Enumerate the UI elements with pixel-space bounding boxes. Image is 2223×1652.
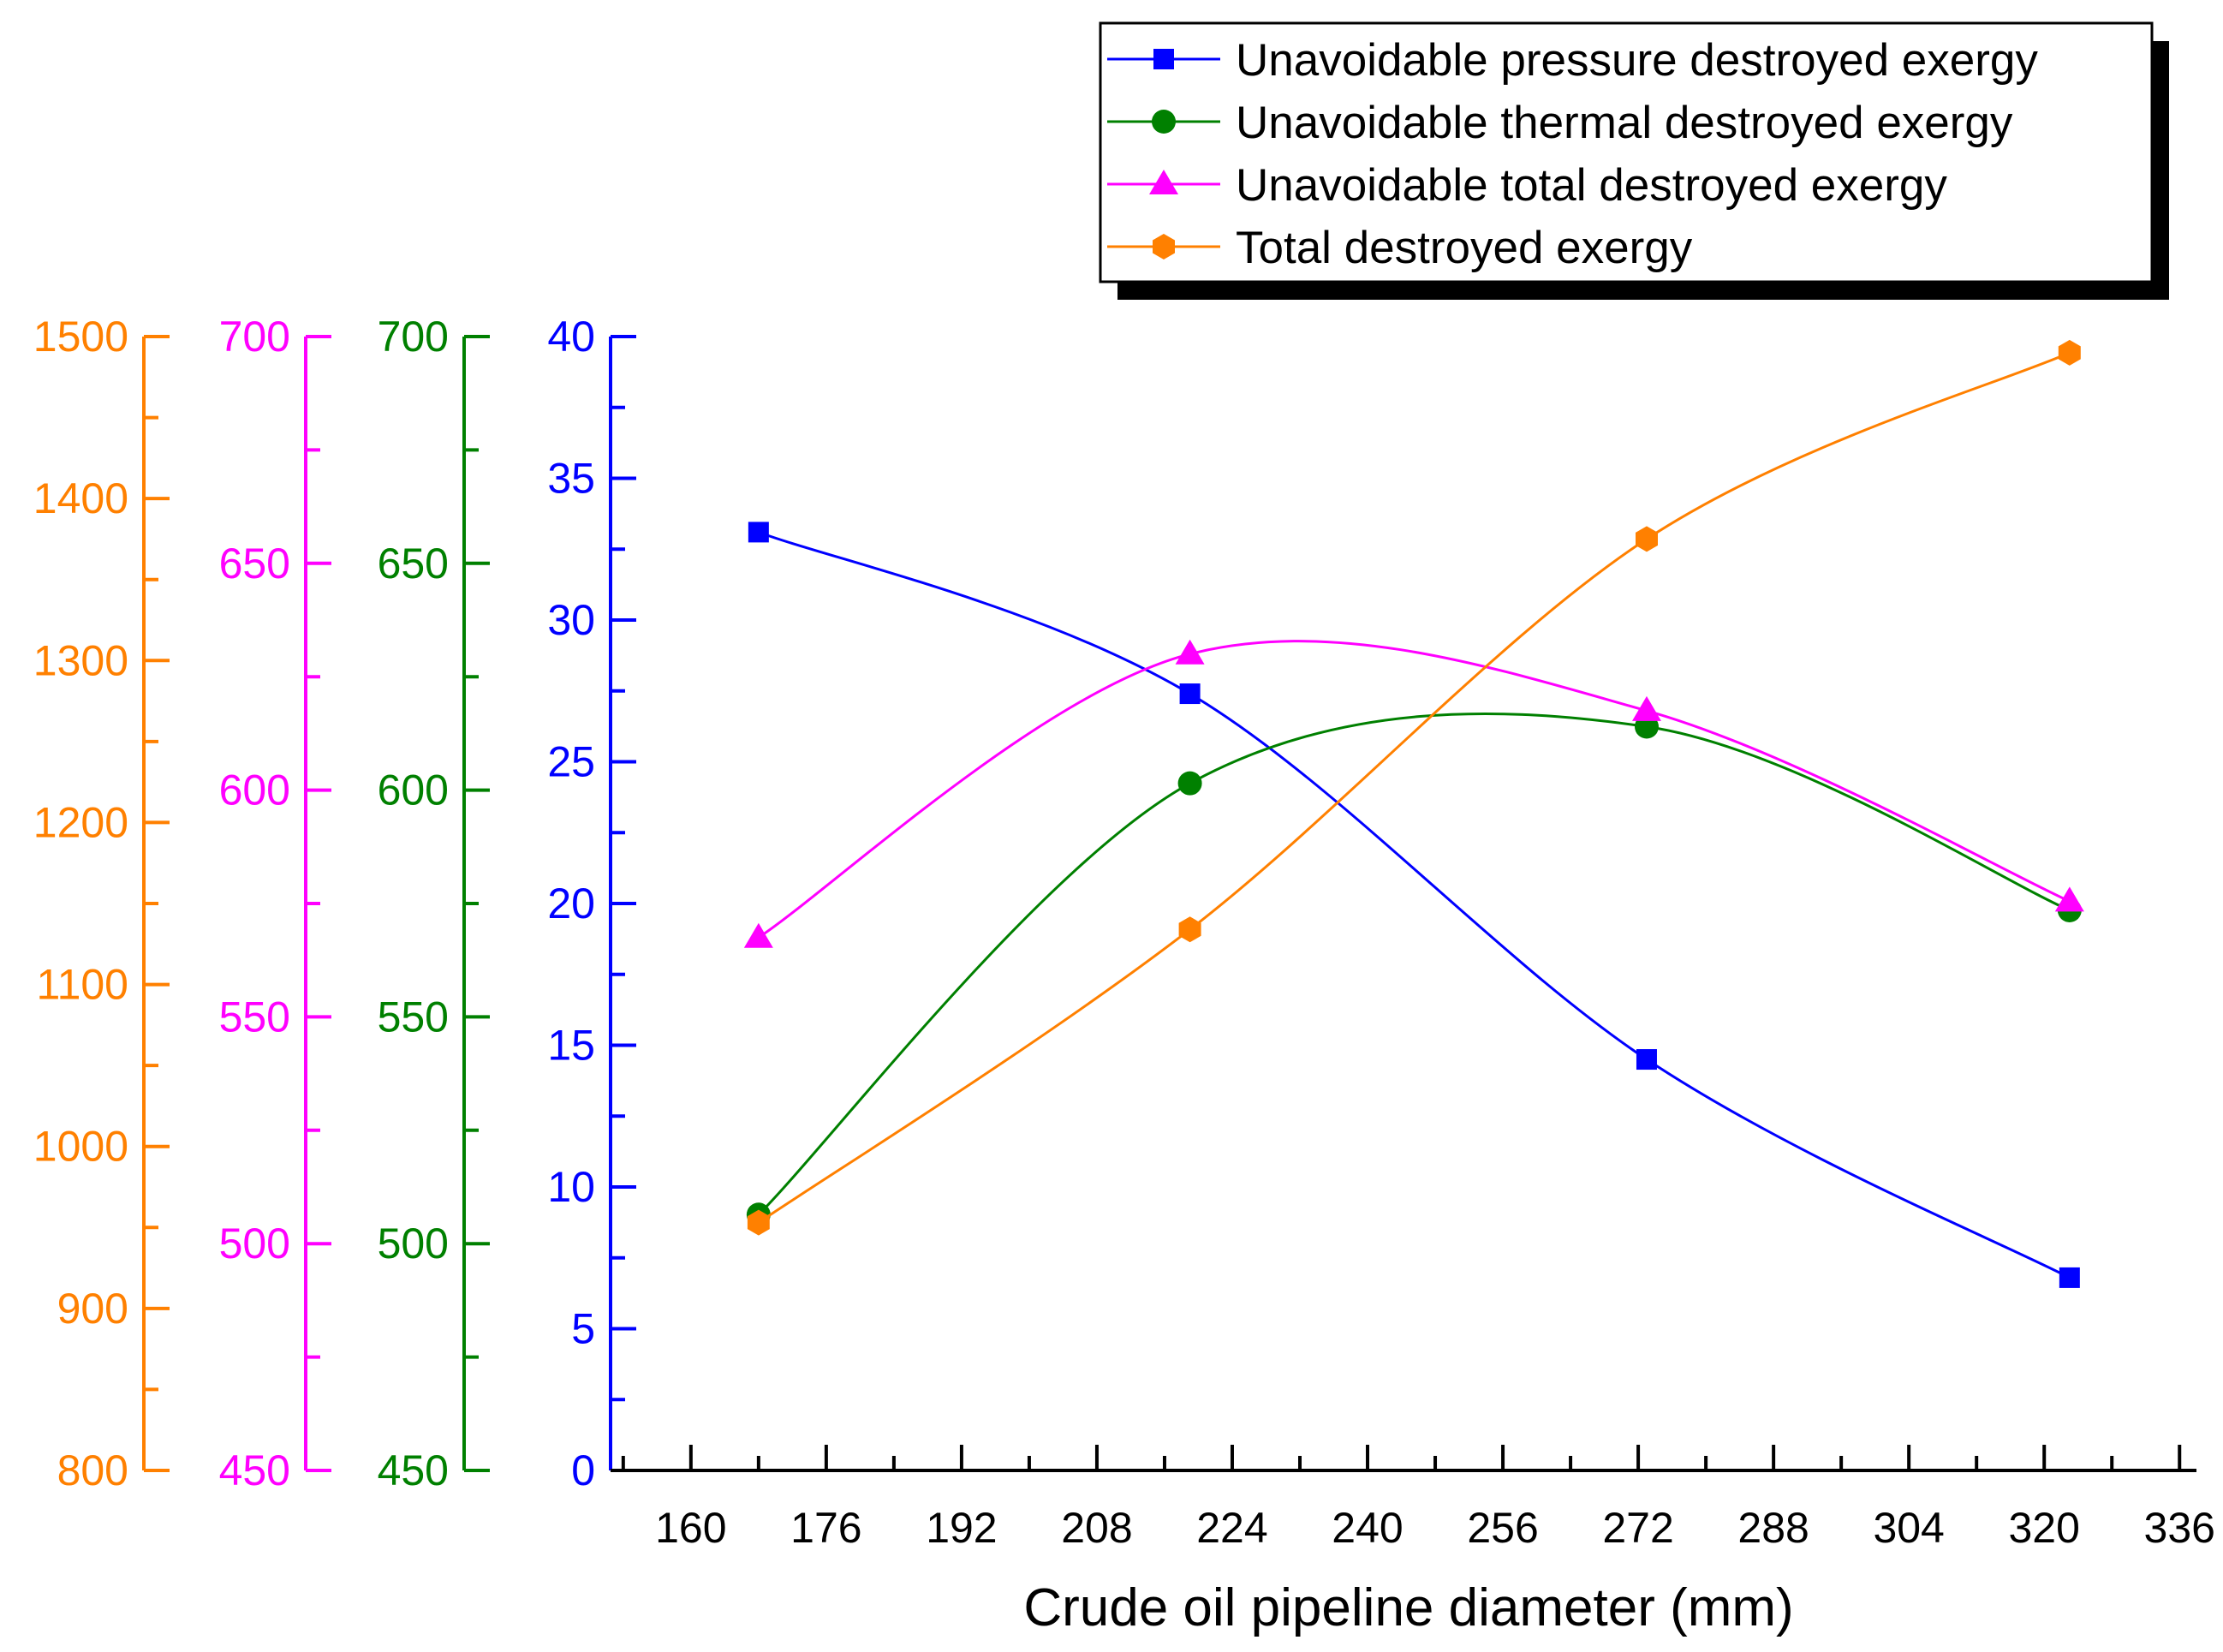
y-tick-label-orange: 1500: [33, 313, 128, 361]
x-tick-label: 256: [1467, 1504, 1538, 1552]
legend-item-orange: Total destroyed exergy: [1107, 223, 1693, 273]
y-tick-label-green: 450: [378, 1446, 449, 1494]
series-orange: [747, 339, 2081, 1236]
y-tick-label-magenta: 650: [219, 540, 290, 587]
x-tick-label: 240: [1332, 1504, 1403, 1552]
y-tick-label-green: 550: [378, 993, 449, 1041]
series-magenta: [743, 639, 2084, 948]
legend-label: Total destroyed exergy: [1236, 223, 1693, 273]
y-tick-label-orange: 1100: [36, 961, 128, 1009]
legend-item-blue: Unavoidable pressure destroyed exergy: [1107, 35, 2038, 86]
y-axis-blue: 0 5 10 15 20 25 30 35 40: [547, 313, 636, 1494]
x-tick-label: 304: [1873, 1504, 1944, 1552]
data-point-blue: [1179, 683, 1201, 705]
y-tick-label-blue: 15: [547, 1022, 595, 1070]
data-point-magenta: [1631, 695, 1661, 721]
y-tick-label-green: 700: [378, 313, 449, 361]
x-tick-label: 272: [1602, 1504, 1673, 1552]
series-blue: [748, 522, 2080, 1288]
legend-item-green: Unavoidable thermal destroyed exergy: [1107, 98, 2013, 148]
legend-item-magenta: Unavoidable total destroyed exergy: [1107, 160, 1947, 211]
series-line-green: [757, 712, 2071, 1216]
legend: Unavoidable pressure destroyed exergy Una…: [1099, 21, 2169, 300]
y-tick-label-orange: 800: [57, 1446, 128, 1494]
y-tick-label-green: 500: [378, 1220, 449, 1267]
y-axis-green: 450 500 550 600 650 700: [378, 313, 490, 1494]
y-tick-label-orange: 1200: [33, 798, 128, 846]
y-tick-label-blue: 0: [571, 1446, 595, 1494]
y-tick-label-blue: 25: [547, 738, 595, 786]
data-point-orange: [1636, 526, 1658, 552]
legend-label: Unavoidable total destroyed exergy: [1236, 160, 1947, 211]
y-tick-label-magenta: 500: [219, 1220, 290, 1267]
y-tick-label-orange: 1400: [33, 474, 128, 522]
y-tick-label-magenta: 700: [219, 313, 290, 361]
y-tick-label-blue: 10: [547, 1163, 595, 1211]
axes-layer: 0 5 10 15 20 25 30 35 40 450 500 550 600 650 700 450 500…: [33, 313, 2215, 1552]
y-axis-orange: 800 900 1000 1100 1200 1300 1400 1500: [33, 313, 170, 1494]
data-point-green: [1177, 771, 1202, 796]
x-tick-label: 336: [2144, 1504, 2215, 1552]
legend-box: [1099, 21, 2154, 283]
y-tick-label-blue: 20: [547, 880, 595, 927]
legend-swatch-marker: [1153, 234, 1175, 259]
series-layer: [743, 339, 2084, 1288]
y-tick-label-green: 650: [378, 540, 449, 587]
data-point-magenta: [2054, 886, 2084, 912]
x-tick-label: 320: [2008, 1504, 2079, 1552]
legend-swatch-marker: [1153, 49, 1174, 69]
data-point-magenta: [743, 922, 773, 948]
y-tick-label-orange: 1000: [33, 1123, 128, 1171]
y-tick-label-magenta: 550: [219, 993, 290, 1041]
y-tick-label-magenta: 600: [219, 766, 290, 814]
x-tick-label: 192: [926, 1504, 997, 1552]
data-point-orange: [747, 1209, 770, 1236]
y-tick-label-blue: 5: [571, 1305, 595, 1353]
legend-label: Unavoidable thermal destroyed exergy: [1236, 98, 2013, 148]
y-tick-label-orange: 900: [57, 1285, 128, 1333]
y-tick-label-green: 600: [378, 766, 449, 814]
y-tick-label-blue: 35: [547, 455, 595, 503]
y-tick-label-orange: 1300: [33, 636, 128, 684]
x-tick-label: 160: [655, 1504, 726, 1552]
data-point-magenta: [1175, 639, 1205, 665]
y-tick-label-blue: 40: [547, 313, 595, 361]
series-line-magenta: [758, 640, 2071, 939]
data-point-blue: [2059, 1267, 2080, 1288]
x-axis-title: Crude oil pipeline diameter (mm): [1023, 1578, 1793, 1637]
legend-swatch-marker: [1149, 170, 1178, 194]
data-point-orange: [2058, 339, 2081, 366]
series-line-blue: [758, 530, 2071, 1279]
legend-label: Unavoidable pressure destroyed exergy: [1236, 35, 2038, 86]
x-tick-label: 176: [790, 1504, 861, 1552]
x-tick-label: 224: [1196, 1504, 1267, 1552]
x-tick-label: 288: [1737, 1504, 1809, 1552]
series-line-orange: [758, 351, 2071, 1224]
data-point-orange: [1178, 916, 1201, 943]
y-tick-label-blue: 30: [547, 596, 595, 644]
data-point-blue: [748, 522, 769, 543]
legend-swatch-marker: [1152, 110, 1176, 134]
x-axis: 160 176 192 208 224 240 256 272 288 304 320 336: [611, 1445, 2215, 1552]
y-tick-label-magenta: 450: [219, 1446, 290, 1494]
y-axis-magenta: 450 500 550 600 650 700: [219, 313, 331, 1494]
x-tick-label: 208: [1061, 1504, 1132, 1552]
data-point-blue: [1636, 1049, 1657, 1071]
